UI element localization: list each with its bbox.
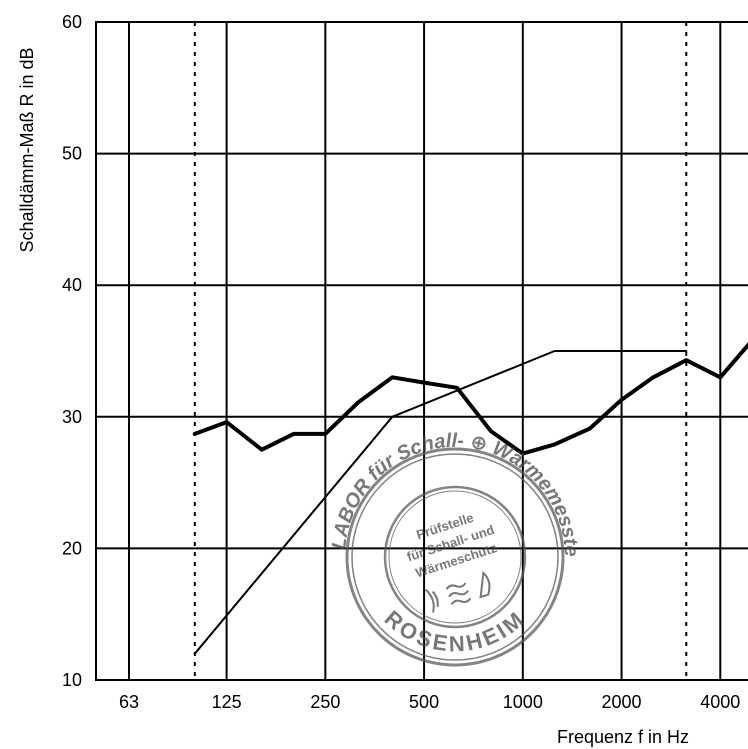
y-tick-label: 20 [62,538,82,558]
stamp-inner-ring-2 [388,490,522,624]
x-tick-label: 4000 [700,692,740,712]
stamp-outer-ring [345,447,565,667]
x-tick-label: 1000 [503,692,543,712]
plot-lines [192,342,748,655]
y-tick-label: 50 [62,144,82,164]
x-tick-label: 125 [212,692,242,712]
stamp-wave-emblem [424,571,491,613]
stamp-inner-ring [383,485,527,629]
x-axis-label: Frequenz f in Hz [557,727,689,747]
x-tick-label: 250 [310,692,340,712]
stamp-outer-ring-inner [351,453,559,661]
y-tick-label: 40 [62,275,82,295]
y-tick-labels: 10 20 30 40 50 60 [62,12,82,690]
reference-curve [193,350,688,655]
x-tick-label: 2000 [602,692,642,712]
x-tick-labels: 63 125 250 500 1000 2000 4000 [119,692,740,712]
y-axis-label: Schalldämm-Maß R in dB [17,47,37,252]
measured-curve [192,342,748,456]
x-tick-label: 63 [119,692,139,712]
stamp-city: ROSENHEIM [380,605,530,656]
y-tick-label: 30 [62,407,82,427]
y-tick-label: 60 [62,12,82,32]
y-tick-label: 10 [62,670,82,690]
x-tick-label: 500 [409,692,439,712]
